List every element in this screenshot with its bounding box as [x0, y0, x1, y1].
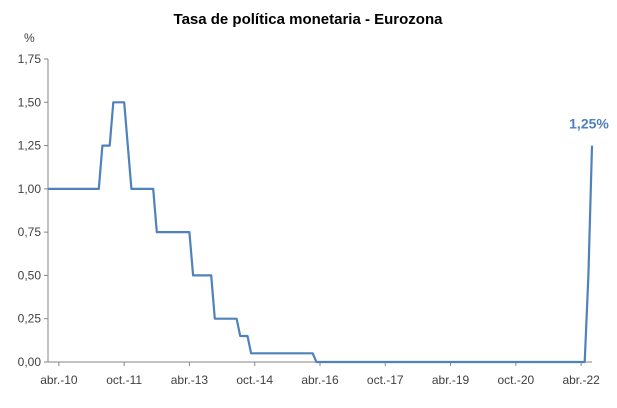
y-tick-label: 1,00 — [18, 182, 42, 196]
y-tick-label: 0,75 — [18, 225, 42, 239]
x-ticks: abr.-10 oct.-11 abr.-13 oct.-14 abr.-16 oct.-… — [40, 362, 600, 387]
x-tick-label: abr.-13 — [171, 373, 209, 387]
x-tick-label: oct.-20 — [497, 373, 534, 387]
y-ticks: 0,00 0,25 0,50 0,75 1,00 1,25 1,50 1,75 — [18, 52, 48, 369]
y-tick-label: 0,25 — [18, 312, 42, 326]
chart-title: Tasa de política monetaria - Eurozona — [174, 11, 444, 28]
x-tick-label: oct.-14 — [236, 373, 273, 387]
series-group: 1,25% — [48, 101, 609, 364]
x-tick-label: abr.-19 — [432, 373, 470, 387]
x-tick-label: abr.-10 — [40, 373, 78, 387]
x-tick-label: oct.-11 — [106, 373, 142, 387]
y-tick-label: 1,75 — [18, 52, 42, 66]
y-tick-label: 0,00 — [18, 355, 42, 369]
x-tick-label: abr.-22 — [562, 373, 600, 387]
y-unit-label: % — [24, 31, 35, 45]
y-tick-label: 0,50 — [18, 268, 42, 282]
end-value-label: 1,25% — [569, 116, 609, 132]
series-line — [48, 101, 594, 364]
x-tick-label: oct.-17 — [367, 373, 404, 387]
x-tick-label: abr.-16 — [301, 373, 339, 387]
axes — [47, 59, 592, 363]
y-tick-label: 1,50 — [18, 95, 42, 109]
y-tick-label: 1,25 — [18, 139, 42, 153]
